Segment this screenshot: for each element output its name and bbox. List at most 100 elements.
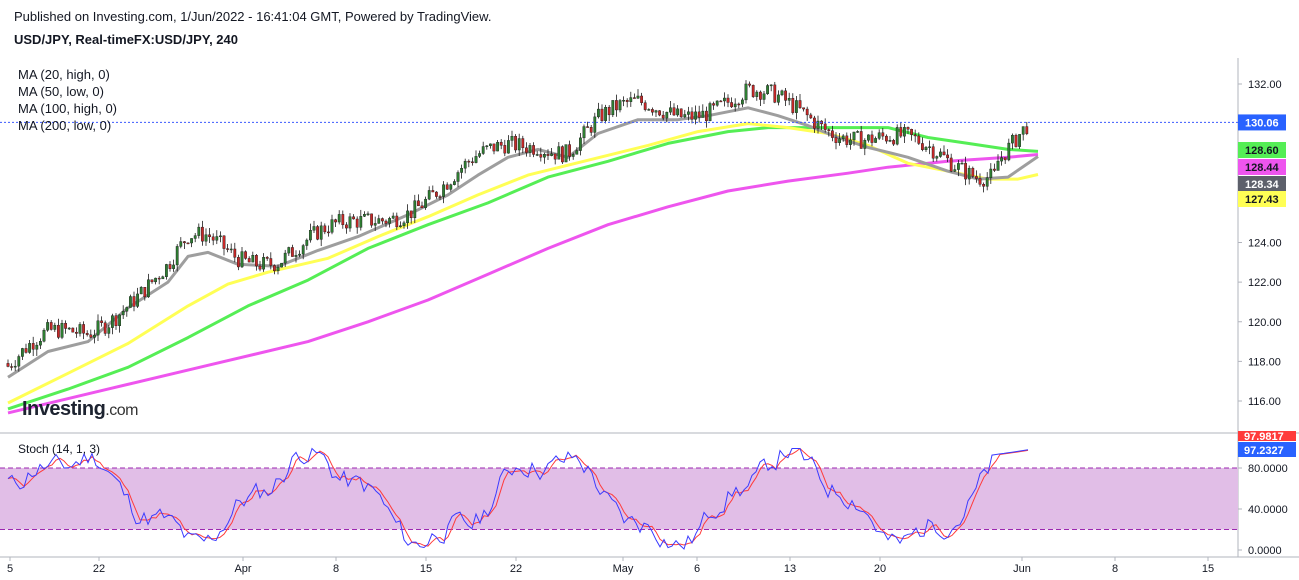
candle-body	[251, 255, 255, 263]
candle-body	[636, 95, 640, 99]
candle-body	[409, 210, 413, 219]
candle-body	[85, 333, 89, 335]
candle-body	[471, 161, 474, 163]
candle-body	[161, 276, 165, 280]
candle-body	[132, 296, 136, 307]
candle-body	[31, 343, 35, 350]
candle-body	[805, 108, 809, 116]
candle-body	[247, 258, 251, 263]
candle-body	[715, 100, 719, 106]
stoch-tick-label: 0.0000	[1248, 545, 1282, 557]
candle-body	[6, 363, 10, 367]
candle-body	[420, 205, 424, 208]
candle-body	[377, 218, 381, 224]
candle-body	[17, 356, 21, 367]
candle-body	[463, 160, 467, 169]
candle-body	[172, 264, 175, 269]
candle-body	[888, 140, 892, 142]
candle-body	[21, 348, 24, 357]
candle-body	[1011, 134, 1014, 144]
candle-body	[244, 251, 247, 259]
candle-body	[960, 162, 964, 165]
candle-body	[672, 107, 676, 116]
candle-body	[359, 216, 363, 228]
candle-body	[633, 97, 636, 99]
candle-body	[701, 110, 705, 118]
candle-body	[92, 334, 96, 338]
candle-body	[510, 136, 514, 141]
candle-body	[748, 83, 752, 86]
candle-body	[658, 110, 662, 116]
candle-body	[208, 234, 211, 238]
candle-body	[71, 327, 75, 333]
candle-body	[881, 132, 885, 137]
candle-body	[543, 154, 546, 158]
candle-body	[694, 111, 698, 120]
candle-body	[931, 146, 935, 159]
candle-body	[474, 156, 478, 163]
candle-body	[953, 169, 957, 172]
candle-body	[121, 311, 125, 316]
candle-body	[352, 216, 355, 220]
candle-body	[435, 191, 438, 197]
candle-body	[53, 324, 57, 330]
candle-body	[521, 138, 525, 149]
candle-body	[395, 215, 399, 228]
candle-body	[791, 98, 795, 113]
candle-body	[280, 262, 283, 268]
legend-ma100: MA (100, high, 0)	[18, 101, 117, 116]
candle-body	[150, 279, 154, 283]
candle-body	[146, 279, 150, 298]
last-price-tag-bg	[1238, 114, 1286, 131]
time-tick-label: 15	[1202, 563, 1214, 575]
logo-main: Investing	[22, 398, 106, 420]
candle-body	[211, 236, 215, 241]
candle-body	[708, 103, 712, 122]
candle-body	[82, 324, 86, 334]
ma200-tag-bg	[1238, 159, 1286, 175]
candle-body	[712, 103, 716, 106]
candle-body	[24, 348, 28, 353]
candle-body	[625, 100, 629, 102]
candle-body	[269, 258, 273, 266]
candle-body	[337, 214, 341, 223]
candle-body	[413, 200, 417, 219]
candle-body	[254, 255, 258, 267]
candles	[6, 80, 1029, 372]
candle-body	[467, 160, 471, 163]
candle-body	[327, 231, 330, 234]
candle-body	[903, 127, 906, 137]
candle-body	[399, 225, 402, 228]
candle-body	[341, 214, 345, 226]
candle-body	[784, 90, 788, 101]
candle-body	[125, 307, 129, 312]
candle-body	[949, 157, 953, 172]
candle-body	[546, 154, 550, 156]
candle-body	[139, 287, 143, 295]
candle-body	[892, 140, 896, 145]
time-tick-label: 22	[510, 563, 522, 575]
candle-body	[229, 248, 233, 251]
candle-body	[298, 253, 301, 256]
candle-body	[719, 100, 723, 103]
time-tick-label: 5	[7, 563, 13, 575]
candle-body	[928, 146, 932, 148]
candle-body	[136, 293, 139, 307]
candle-body	[867, 134, 870, 141]
candle-body	[856, 131, 860, 133]
candle-body	[975, 176, 978, 179]
candle-body	[906, 127, 910, 130]
candle-body	[874, 138, 878, 143]
candle-body	[564, 144, 568, 163]
stoch-tick-label: 40.0000	[1248, 504, 1288, 516]
candle-body	[964, 162, 968, 180]
investing-logo: Investing.com	[22, 398, 138, 421]
candle-body	[755, 91, 759, 97]
candle-body	[834, 137, 838, 143]
candle-body	[751, 85, 755, 97]
candle-body	[683, 114, 687, 118]
candle-body	[597, 108, 600, 118]
candle-body	[669, 107, 672, 113]
time-tick-label: 13	[784, 563, 796, 575]
